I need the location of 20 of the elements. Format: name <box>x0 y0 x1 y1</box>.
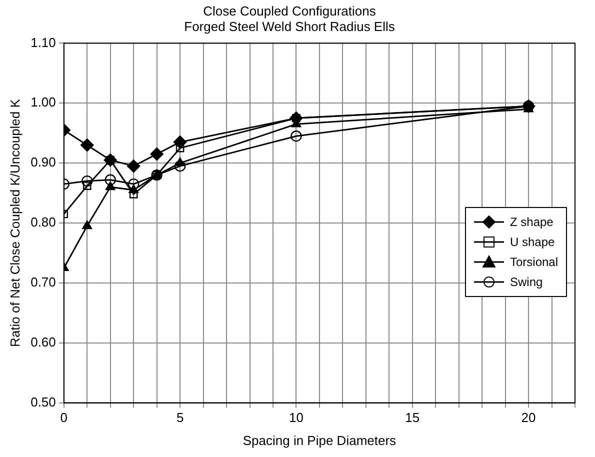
x-tick-label: 20 <box>521 410 536 426</box>
chart-subtitle: Forged Steel Weld Short Radius Ells <box>184 18 396 34</box>
legend-label: Torsional <box>510 254 558 269</box>
chart-title: Close Coupled Configurations <box>203 3 376 18</box>
y-tick-label: 0.50 <box>30 394 56 410</box>
y-tick-label: 0.60 <box>30 334 56 350</box>
legend-label: Swing <box>510 274 543 289</box>
y-axis-title: Ratio of Net Close Coupled K/Uncoupled K <box>7 98 22 347</box>
y-tick-label: 1.00 <box>30 94 56 110</box>
x-tick-label: 10 <box>288 410 304 426</box>
x-tick-label: 15 <box>405 410 420 426</box>
legend-label: Z shape <box>510 214 554 229</box>
y-tick-label: 0.80 <box>30 214 56 230</box>
x-axis-title: Spacing in Pipe Diameters <box>242 432 397 448</box>
x-tick-label: 5 <box>176 410 184 426</box>
y-tick-label: 0.70 <box>30 274 56 290</box>
legend-label: U shape <box>510 234 555 249</box>
x-tick-label: 0 <box>60 410 68 426</box>
y-tick-label: 0.90 <box>30 154 56 170</box>
y-tick-label: 1.10 <box>30 34 56 50</box>
